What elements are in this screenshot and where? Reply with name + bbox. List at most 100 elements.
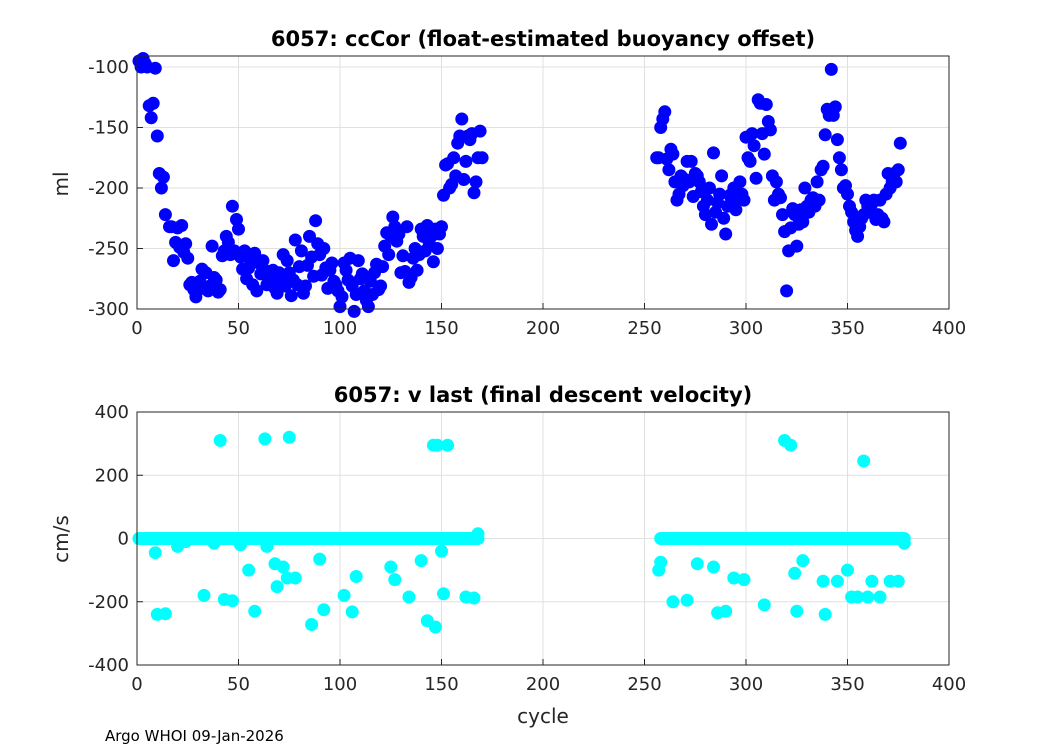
top-data-point [205,239,219,253]
bottom-data-point [197,588,211,602]
top-data-point [759,98,773,111]
bottom-data-point [841,563,854,577]
top-data-point [410,263,424,277]
top-data-point [798,181,812,195]
bottom-plot-x-label: cycle [517,704,569,728]
top-data-point [830,133,844,147]
top-data-point [179,237,193,251]
top-data-point [796,215,810,229]
top-x-tick-label-50: 50 [227,318,250,339]
top-data-point [284,289,298,303]
top-data-point [181,251,195,265]
bottom-data-point [707,560,720,574]
top-data-point [361,300,375,314]
top-data-point [317,242,331,255]
bottom-plot-ticks: 0 50 100 150 200 250 300 350 400 400 200 0 -200 -400 [88,402,966,695]
top-data-point [666,147,680,161]
bottom-data-point [467,591,481,605]
bottom-data-point [680,593,694,607]
top-data-point [749,171,763,185]
bottom-data-point [148,546,162,560]
bottom-x-tick-label-100: 100 [323,674,357,695]
top-y-tick-label--100: -100 [88,57,129,78]
top-data-point [382,248,396,262]
bottom-data-point [428,620,442,634]
bottom-data-point [666,595,680,609]
top-data-point [457,173,471,186]
top-data-point [834,163,848,177]
top-data-point [351,254,365,268]
top-x-tick-label-0: 0 [131,318,142,339]
bottom-y-tick-label--400: -400 [88,655,129,676]
top-data-point [707,146,720,160]
top-data-point [769,175,783,189]
top-data-point [893,136,907,150]
top-data-point [475,151,489,165]
top-data-point [288,233,302,247]
bottom-data-point [225,594,239,608]
top-data-point [763,123,777,137]
top-data-point [459,154,473,168]
bottom-data-point [276,560,290,574]
bottom-data-point [757,598,771,612]
top-data-point [426,255,440,269]
top-data-point [705,217,718,231]
top-data-point [167,254,180,268]
top-data-point [325,256,339,270]
top-data-point [150,129,164,143]
bottom-y-tick-label-400: 400 [95,402,129,423]
top-data-point [810,175,824,189]
top-data-point [828,100,842,114]
top-data-point [774,191,787,205]
top-data-point [294,244,308,258]
top-data-point [684,154,698,168]
top-data-point [743,154,757,168]
top-data-point [430,242,444,255]
top-data-point [790,239,804,253]
bottom-data-point [865,574,879,588]
bottom-data-point [441,438,455,452]
top-x-tick-label-150: 150 [424,318,458,339]
top-data-point [717,211,731,225]
top-data-point [400,220,414,234]
top-data-point [719,227,733,241]
bottom-data-point [796,554,810,568]
bottom-data-point [784,438,798,452]
top-x-tick-label-100: 100 [323,318,357,339]
bottom-data-point [719,604,733,618]
bottom-data-point [207,536,221,550]
bottom-data-point [830,574,844,588]
top-data-point [473,124,487,138]
top-data-point [467,186,481,200]
bottom-data-point [179,535,193,549]
top-data-point [715,169,729,183]
top-data-point [841,187,854,201]
top-data-point [780,284,794,298]
bottom-data-point [690,557,704,571]
bottom-data-point [234,538,247,552]
bottom-x-tick-label-200: 200 [526,674,560,695]
bottom-plot-title: 6057: v last (final descent velocity) [334,383,752,407]
bottom-data-point [654,555,668,569]
top-data-point [280,254,294,268]
top-data-point [733,175,747,189]
top-data-point [747,139,761,153]
top-data-point [156,170,170,184]
bottom-data-point [270,580,284,594]
bottom-data-point [313,552,327,566]
top-y-tick-label--300: -300 [88,299,129,320]
top-data-point [832,151,846,165]
bottom-data-point [873,590,887,604]
top-data-point [175,219,189,232]
bottom-data-point [861,590,875,604]
bottom-data-point [857,454,871,468]
top-data-point [213,283,227,297]
top-data-point [347,304,361,318]
top-x-tick-label-300: 300 [729,318,763,339]
top-data-point [303,229,316,243]
top-data-point [309,214,323,228]
top-x-tick-label-350: 350 [830,318,864,339]
top-plot: 6057: ccCor (float-estimated buoyancy of… [49,27,966,339]
